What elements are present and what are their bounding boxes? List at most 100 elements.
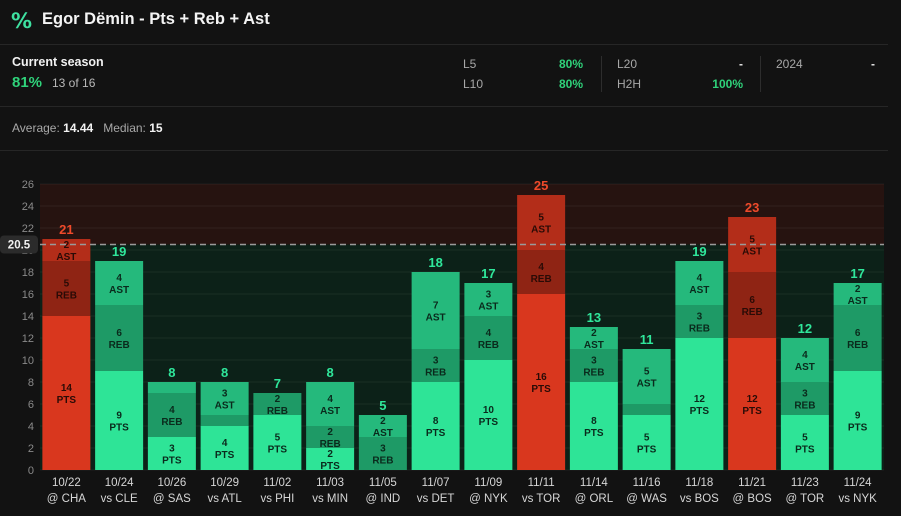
segment-label: AST [795,362,815,373]
segment-value: 5 [64,279,70,290]
segment-value: 4 [169,405,175,416]
bar-segment-pts [517,294,566,470]
bar-total-label: 12 [798,321,812,336]
segment-label: AST [426,313,446,324]
segment-value: 4 [486,328,492,339]
segment-value: 4 [802,350,808,361]
bar-segment-reb [147,393,196,437]
bar-segment-reb [464,316,513,360]
y-tick-label: 0 [28,465,34,477]
segment-label: AST [689,285,709,296]
x-tick-date: 11/23 [791,477,819,489]
y-tick-label: 12 [22,333,34,345]
bar-segment-reb [253,393,302,415]
segment-label: AST [215,401,235,412]
y-tick-label: 24 [22,201,34,213]
segment-label: AST [637,379,657,390]
bar-total-label: 19 [112,244,126,259]
x-tick-opponent: @ SAS [153,493,191,505]
segment-value: 2 [275,394,281,405]
bar-total-label: 8 [221,365,228,380]
segment-label: AST [320,406,340,417]
bar-segment-reb [358,437,407,470]
bar-segment-ast [95,261,144,305]
bar-segment-ast [147,382,196,393]
x-tick-date: 10/22 [52,477,81,489]
segment-label: REB [583,368,604,379]
segment-label: REB [689,324,710,335]
y-tick-label: 8 [28,377,34,389]
segment-value: 4 [697,273,703,284]
segment-value: 3 [802,389,808,400]
x-tick-date: 10/26 [157,477,186,489]
segment-value: 4 [222,438,228,449]
bar-segment-reb [569,349,618,382]
split-h2h-value: 100% [712,77,743,91]
segment-value: 6 [855,328,861,339]
bar-total-label: 17 [481,266,495,281]
segment-label: PTS [637,445,657,456]
split-l10-label: L10 [463,77,484,91]
bar-segment-ast [306,382,355,426]
season-label: Current season [12,55,104,69]
segment-value: 2 [380,416,386,427]
bar-segment-reb [42,261,91,316]
bar-segment-pts [42,316,91,470]
bar-total-label: 8 [168,365,175,380]
split-2024-value: - [871,57,875,71]
bar-segment-reb [200,415,249,426]
segment-value: 5 [644,367,650,378]
segment-label: REB [531,274,552,285]
segment-value: 3 [222,389,228,400]
x-tick-opponent: @ TOR [786,493,825,505]
segment-label: AST [109,285,129,296]
bar-segment-reb [833,305,882,371]
bar-segment-pts [147,437,196,470]
segment-label: PTS [531,384,551,395]
segment-value: 2 [64,240,70,251]
segment-value: 3 [697,312,703,323]
segment-label: AST [584,340,604,351]
segment-value: 14 [61,383,73,394]
segment-value: 2 [327,449,333,460]
bar-segment-pts [306,448,355,470]
segment-label: PTS [795,445,815,456]
divider [0,150,888,151]
segment-label: REB [847,340,868,351]
split-h2h-label: H2H [617,77,642,91]
bar-segment-pts [253,415,302,470]
x-tick-date: 11/24 [844,477,873,489]
bar-segment-reb [95,305,144,371]
segment-label: PTS [584,428,604,439]
segment-label: PTS [690,406,710,417]
x-tick-opponent: vs DET [417,493,455,505]
bar-segment-reb [517,250,566,294]
x-tick-date: 11/05 [369,477,397,489]
average-label: Average: [12,121,60,135]
bar-segment-ast [833,283,882,305]
bar-segment-pts [95,371,144,470]
segment-value: 5 [749,235,755,246]
bar-segment-pts [200,426,249,470]
bar-total-label: 19 [692,244,706,259]
bar-total-label: 13 [587,310,601,325]
segment-label: PTS [479,417,499,428]
percent-icon: % [11,9,33,33]
segment-value: 3 [486,290,492,301]
bar-segment-pts [569,382,618,470]
bar-segment-ast [411,272,460,349]
average-line: Average: 14.44 Median: 15 [12,121,163,135]
segment-label: REB [267,406,288,417]
split-l5-label: L5 [463,57,477,71]
segment-value: 12 [694,394,706,405]
segment-value: 3 [433,356,439,367]
bar-total-label: 8 [327,365,334,380]
bar-total-label: 23 [745,200,759,215]
x-tick-opponent: @ BOS [733,493,772,505]
bar-segment-ast [569,327,618,349]
segment-value: 3 [591,356,597,367]
x-tick-opponent: vs BOS [680,493,719,505]
divider [601,56,602,92]
segment-value: 5 [275,433,281,444]
segment-label: AST [373,428,393,439]
